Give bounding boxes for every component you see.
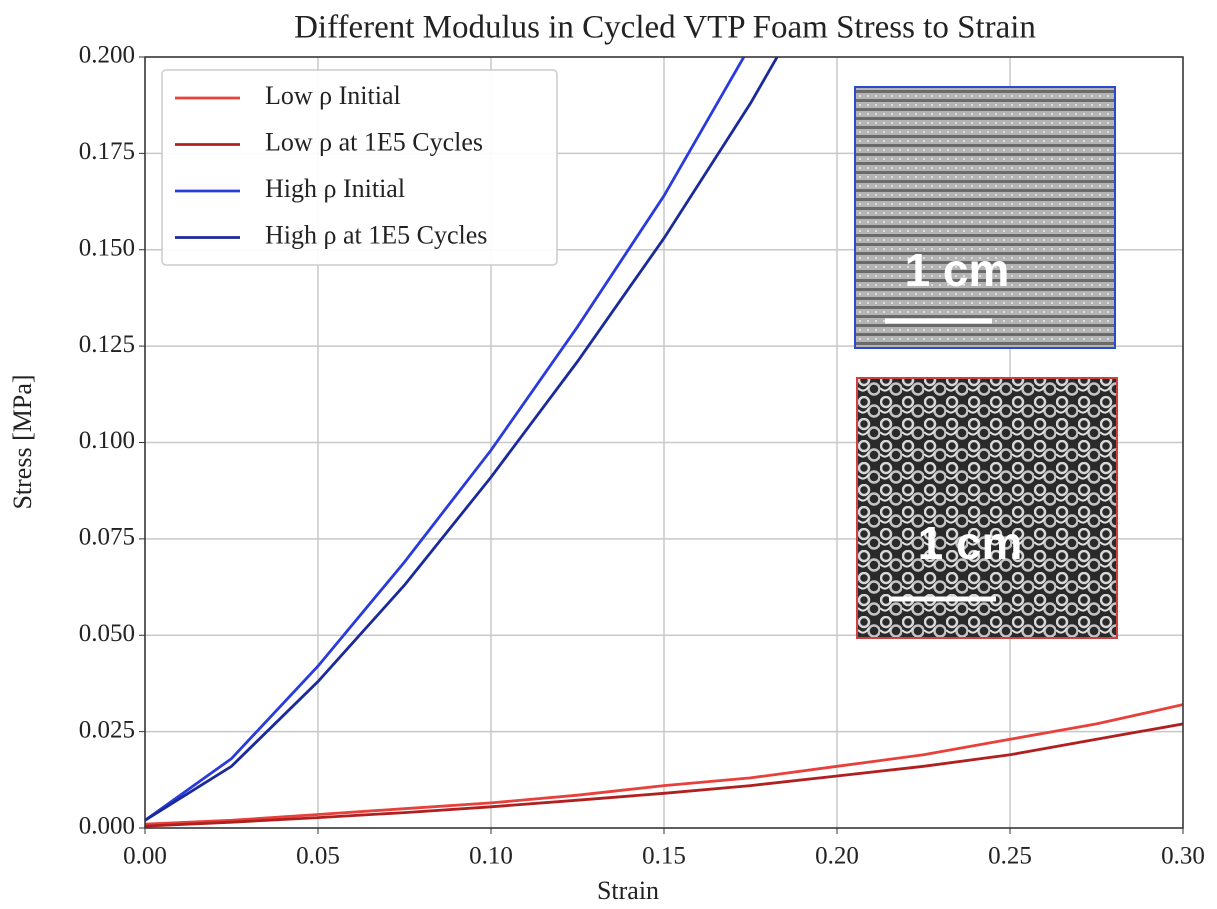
y-tick-label: 0.050	[79, 620, 135, 647]
legend-box	[161, 69, 558, 266]
legend-label: Low ρ Initial	[265, 81, 401, 110]
y-tick-label: 0.175	[79, 138, 135, 165]
inset-high: 1 cm	[854, 86, 1116, 349]
series-line	[145, 703, 1183, 826]
y-tick-label: 0.025	[79, 716, 135, 743]
inset-label: 1 cm	[918, 517, 1023, 569]
inset-label: 1 cm	[905, 244, 1010, 296]
series-line	[145, 57, 746, 822]
y-axis-label: Stress [MPa]	[8, 374, 37, 509]
chart-title: Different Modulus in Cycled VTP Foam Str…	[294, 10, 1036, 46]
x-tick-label: 0.05	[296, 843, 340, 870]
y-tick-label: 0.075	[79, 524, 135, 551]
x-axis-label: Strain	[597, 876, 659, 905]
inset-low: 1 cm	[856, 377, 1118, 639]
legend-label: Low ρ at 1E5 Cycles	[265, 127, 483, 156]
series-line	[145, 57, 779, 822]
x-tick-label: 0.25	[988, 843, 1032, 870]
x-tick-label: 0.20	[815, 843, 859, 870]
x-tick-label: 0.00	[123, 843, 167, 870]
y-tick-label: 0.125	[79, 331, 135, 358]
inset-image	[854, 86, 1116, 349]
plot-lines	[145, 57, 1183, 828]
x-tick-label: 0.30	[1161, 843, 1205, 870]
y-tick-label: 0.100	[79, 427, 135, 454]
y-tick-label: 0.000	[79, 813, 135, 840]
x-tick-label: 0.10	[469, 843, 513, 870]
legend-label: High ρ at 1E5 Cycles	[265, 220, 487, 249]
legend-label: High ρ Initial	[265, 174, 405, 203]
series-line	[145, 722, 1183, 828]
inset-image	[856, 377, 1118, 639]
legend: Low ρ Initial Low ρ at 1E5 Cycles High ρ I…	[175, 81, 487, 249]
y-tick-label: 0.200	[79, 42, 135, 69]
x-tick-label: 0.15	[642, 843, 686, 870]
y-tick-label: 0.150	[79, 234, 135, 261]
